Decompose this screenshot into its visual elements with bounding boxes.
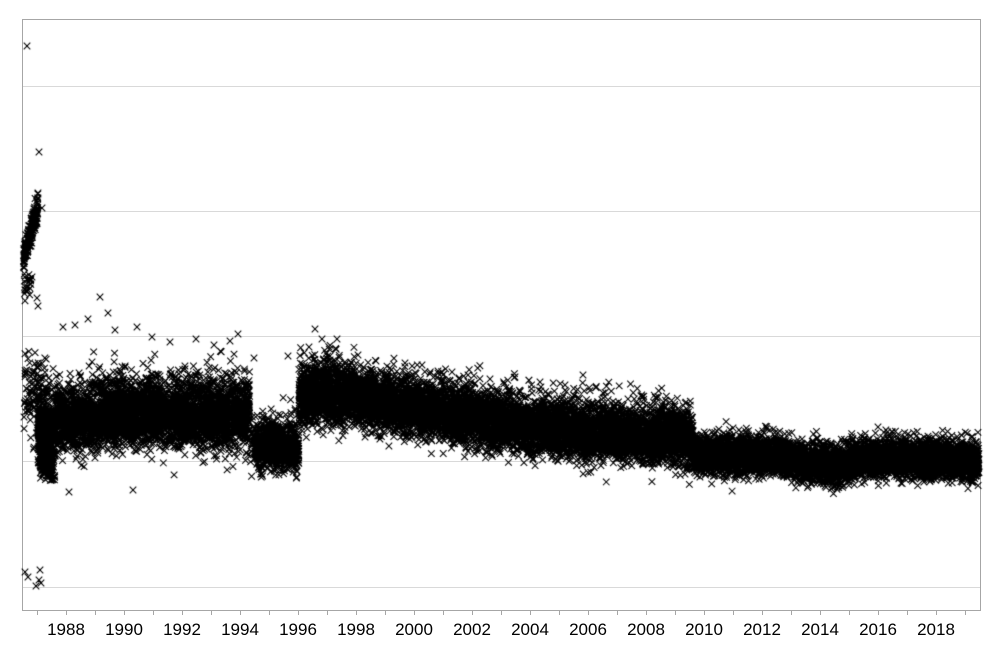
x-tick <box>66 611 67 615</box>
x-tick <box>965 611 966 615</box>
x-tick <box>762 611 763 615</box>
y-gridline <box>23 211 980 212</box>
x-tick <box>878 611 879 615</box>
x-tick <box>617 611 618 615</box>
x-axis-label: 2000 <box>395 620 433 639</box>
x-tick <box>95 611 96 615</box>
x-tick <box>501 611 502 615</box>
x-tick <box>414 611 415 615</box>
y-gridline <box>23 587 980 588</box>
x-tick <box>820 611 821 615</box>
x-tick <box>211 611 212 615</box>
x-tick <box>37 611 38 615</box>
x-tick <box>327 611 328 615</box>
x-tick <box>907 611 908 615</box>
x-tick <box>269 611 270 615</box>
x-tick <box>646 611 647 615</box>
x-axis-label: 1994 <box>221 620 259 639</box>
x-tick <box>240 611 241 615</box>
x-axis-label: 1990 <box>105 620 143 639</box>
x-axis-label: 1988 <box>47 620 85 639</box>
x-tick <box>153 611 154 615</box>
x-tick <box>182 611 183 615</box>
x-axis-label: 2014 <box>801 620 839 639</box>
x-tick <box>675 611 676 615</box>
x-axis-label: 1996 <box>279 620 317 639</box>
plot-area <box>22 19 981 611</box>
y-gridline <box>23 86 980 87</box>
x-axis-label: 1998 <box>337 620 375 639</box>
x-tick <box>298 611 299 615</box>
x-tick <box>936 611 937 615</box>
x-tick <box>472 611 473 615</box>
x-axis-label: 2012 <box>743 620 781 639</box>
x-axis-label: 2010 <box>685 620 723 639</box>
x-tick <box>733 611 734 615</box>
x-tick <box>588 611 589 615</box>
x-tick <box>849 611 850 615</box>
x-axis-label: 1992 <box>163 620 201 639</box>
y-gridline <box>23 336 980 337</box>
x-tick <box>385 611 386 615</box>
x-tick <box>530 611 531 615</box>
x-tick <box>704 611 705 615</box>
x-tick <box>559 611 560 615</box>
y-gridline <box>23 461 980 462</box>
x-axis-label: 2016 <box>859 620 897 639</box>
x-axis-label: 2008 <box>627 620 665 639</box>
x-axis-label: 2018 <box>917 620 955 639</box>
x-tick <box>791 611 792 615</box>
x-tick <box>443 611 444 615</box>
x-tick <box>356 611 357 615</box>
x-tick <box>124 611 125 615</box>
x-axis-label: 2006 <box>569 620 607 639</box>
x-axis-label: 2004 <box>511 620 549 639</box>
x-axis-label: 2002 <box>453 620 491 639</box>
